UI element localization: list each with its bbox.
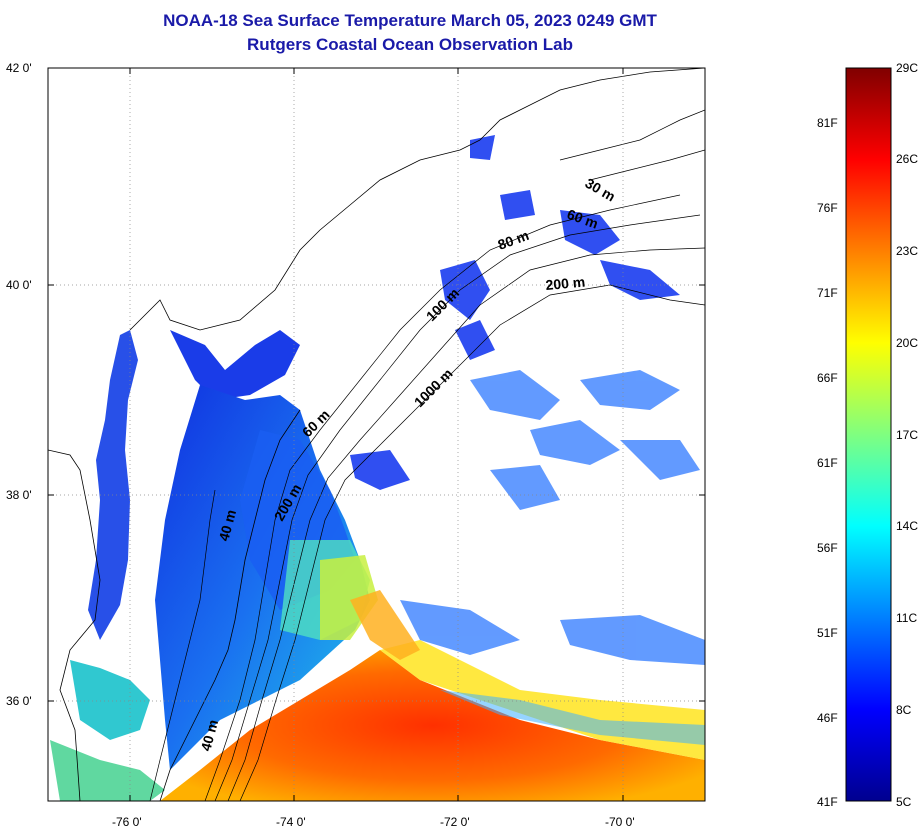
contour-label: 1000 m [411, 365, 456, 410]
bathymetry-contours [149, 109, 705, 801]
colorbar-celsius-label: 11C [896, 611, 918, 625]
colorbar-fahrenheit-label: 76F [817, 201, 838, 215]
lat-tick-label: 36 0' [6, 694, 32, 708]
colorbar-fahrenheit-label: 61F [817, 456, 838, 470]
contour-label: 200 m [545, 274, 586, 293]
lat-tick-label: 42 0' [6, 61, 32, 75]
colorbar-celsius-label: 26C [896, 152, 919, 166]
lon-tick-label: -74 0' [276, 815, 306, 829]
colorbar-fahrenheit-label: 56F [817, 541, 838, 555]
lat-tick-label: 38 0' [6, 488, 32, 502]
coastline [48, 68, 705, 801]
colorbar-celsius-label: 23C [896, 244, 919, 258]
colorbar-celsius-label: 8C [896, 703, 912, 717]
map-title: NOAA-18 Sea Surface Temperature March 05… [163, 11, 657, 30]
contour-label: 40 m [215, 508, 239, 543]
sst-field [50, 135, 705, 801]
contour-label: 30 m [583, 175, 619, 205]
lon-tick-label: -72 0' [440, 815, 470, 829]
colorbar-celsius-label: 20C [896, 336, 919, 350]
colorbar-fahrenheit-label: 66F [817, 371, 838, 385]
lon-tick-label: -76 0' [112, 815, 142, 829]
map-subtitle: Rutgers Coastal Ocean Observation Lab [247, 35, 573, 54]
colorbar-celsius-label: 14C [896, 519, 919, 533]
contour-label: 40 m [197, 718, 221, 753]
lon-tick-label: -70 0' [605, 815, 635, 829]
colorbar-celsius-label: 17C [896, 428, 919, 442]
map-frame [47, 67, 706, 802]
colorbar-fahrenheit-label: 46F [817, 711, 838, 725]
colorbar-fahrenheit-label: 41F [817, 795, 838, 809]
colorbar-fahrenheit-label: 81F [817, 116, 838, 130]
graticule [48, 68, 705, 801]
map-frame-ticks [48, 67, 705, 801]
lat-tick-label: 40 0' [6, 278, 32, 292]
contour-label: 80 m [496, 227, 531, 253]
contour-label: 60 m [299, 406, 333, 440]
colorbar-celsius-label: 29C [896, 61, 919, 75]
colorbar-celsius-label: 5C [896, 795, 912, 809]
colorbar-fahrenheit-label: 71F [817, 286, 838, 300]
colorbar-fahrenheit-label: 51F [817, 626, 838, 640]
